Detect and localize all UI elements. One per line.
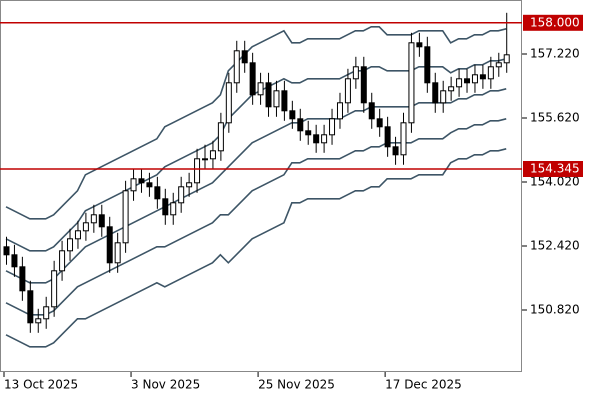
candle-body [479, 74, 486, 80]
candle-body [194, 158, 201, 184]
candle-body [440, 90, 447, 104]
candle-body [106, 226, 113, 264]
candle-body [43, 306, 50, 320]
candle-body [209, 150, 216, 160]
candle-body [456, 78, 463, 88]
candle-body [289, 110, 296, 120]
candle-body [225, 82, 232, 124]
candle-body [154, 186, 161, 200]
candle-body [74, 230, 81, 240]
x-tick-label: 17 Dec 2025 [385, 378, 462, 392]
candle-body [495, 62, 502, 68]
y-tick-label: 157.220 [530, 47, 580, 61]
candle-body [487, 66, 494, 80]
candle-body [11, 254, 18, 268]
candle-body [138, 178, 145, 184]
candle-body [51, 270, 58, 308]
candle-body [265, 82, 272, 108]
candle-body [503, 54, 510, 64]
candle-body [35, 318, 42, 324]
candle-body [146, 182, 153, 188]
candle-body [249, 62, 256, 96]
candle-body [59, 250, 66, 272]
candle-body [384, 126, 391, 148]
candle-body [217, 122, 224, 152]
level-label: 158.000 [530, 15, 580, 29]
candle-body [432, 82, 439, 104]
candle-body [98, 214, 105, 228]
candle-body [297, 118, 304, 132]
candle-body [408, 42, 415, 124]
candle-body [114, 242, 121, 264]
y-tick-label: 152.420 [530, 239, 580, 253]
candle-body [344, 78, 351, 104]
x-tick-label: 25 Nov 2025 [258, 378, 335, 392]
y-tick-label: 155.620 [530, 111, 580, 125]
candle-body [162, 198, 169, 216]
candle-body [448, 86, 455, 92]
candle-body [376, 118, 383, 128]
candle-body [313, 134, 320, 144]
candle-body [329, 118, 336, 136]
candle-body [281, 90, 288, 112]
candle-body [336, 102, 343, 120]
plot-area [3, 12, 510, 348]
candle-body [321, 134, 328, 144]
candle-body [424, 46, 431, 84]
band-line [5, 148, 507, 348]
candle-body [273, 90, 280, 108]
y-tick-label: 150.820 [530, 303, 580, 317]
x-tick-label: 3 Nov 2025 [131, 378, 200, 392]
candle-body [416, 42, 423, 48]
band-line [5, 26, 507, 220]
candle-body [471, 74, 478, 84]
candle-body [360, 66, 367, 104]
candle-body [241, 50, 248, 64]
candle-body [233, 50, 240, 84]
candle-body [19, 266, 26, 292]
candle-body [27, 290, 34, 324]
candle-body [186, 182, 193, 188]
candle-body [90, 214, 97, 224]
candle-body [400, 122, 407, 156]
candle-body [257, 82, 264, 96]
level-label-box [523, 14, 583, 31]
candle-body [130, 178, 137, 192]
candle-body [202, 158, 208, 161]
band-line [5, 88, 507, 284]
y-tick-label: 154.020 [530, 175, 580, 189]
candle-body [67, 238, 74, 252]
candle-body [352, 66, 359, 80]
candle-body [122, 190, 129, 244]
level-label-box [523, 161, 583, 177]
candle-body [3, 246, 10, 256]
candle-body [368, 102, 375, 120]
x-tick-label: 13 Oct 2025 [4, 378, 78, 392]
candle-body [170, 202, 177, 216]
candle-body [178, 186, 185, 204]
candle-body [392, 146, 399, 156]
candle-body [82, 222, 89, 232]
band-line [5, 58, 507, 252]
candle-body [464, 78, 471, 84]
level-label: 154.345 [530, 162, 580, 176]
candle-body [305, 130, 312, 136]
band-line [5, 118, 507, 316]
